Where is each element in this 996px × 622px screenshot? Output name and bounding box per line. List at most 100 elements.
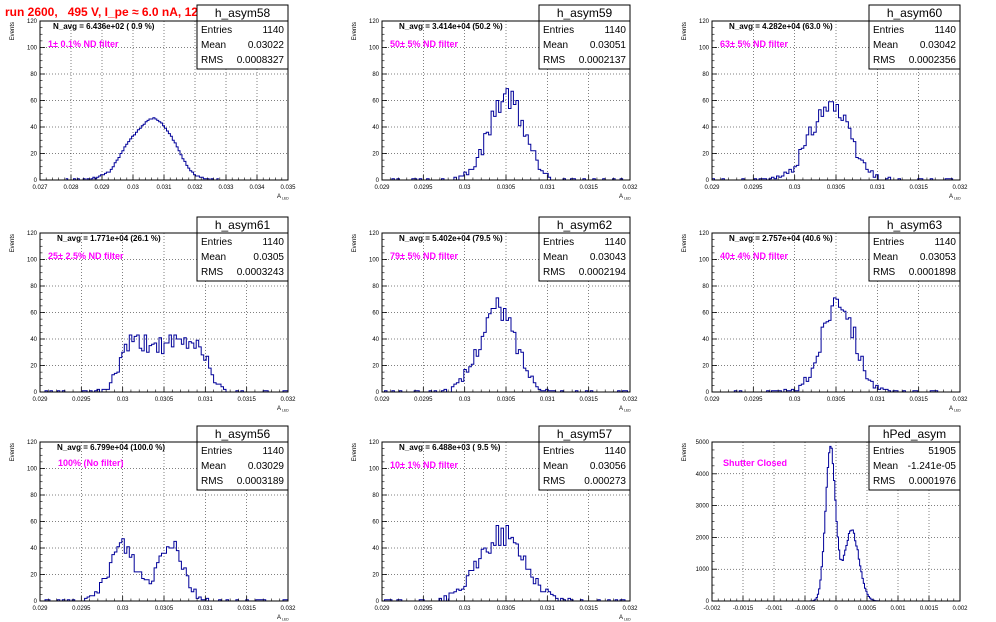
x-tick-label: 0.0315 (237, 397, 256, 403)
stats-label-mean: Mean (873, 40, 898, 51)
y-tick-label: 40 (30, 125, 37, 131)
stats-label-mean: Mean (543, 252, 568, 263)
y-tick-label: 60 (30, 99, 37, 105)
y-tick-label: 80 (30, 493, 37, 499)
stats-value-mean: 0.03043 (590, 252, 627, 263)
x-tick-label: 0.035 (280, 185, 296, 191)
x-tick-label: 0.031 (198, 606, 214, 612)
y-tick-label: 100 (27, 46, 38, 52)
x-axis-label-sub: LED (282, 409, 289, 413)
histogram-name: h_asym61 (215, 218, 271, 232)
stats-box (868, 4, 961, 70)
stats-label-mean: Mean (873, 461, 898, 472)
y-tick-label: 80 (372, 493, 379, 499)
x-tick-label: 0.029 (32, 606, 48, 612)
y-tick-label: 60 (30, 311, 37, 317)
y-tick-label: 80 (30, 284, 37, 290)
filter-annotation: 1± 0.1% ND filter (48, 39, 119, 49)
x-tick-label: 0.0315 (909, 185, 928, 191)
y-axis-label: Events (10, 443, 16, 461)
y-tick-label: 0 (706, 599, 710, 605)
x-tick-label: 0.031 (156, 185, 172, 191)
y-tick-label: 5000 (696, 440, 710, 446)
x-tick-label: 0.002 (952, 606, 968, 612)
y-tick-label: 100 (369, 258, 380, 264)
y-tick-label: 20 (372, 152, 379, 158)
y-tick-label: 3000 (696, 504, 710, 510)
stats-label-rms: RMS (873, 267, 896, 278)
y-tick-label: 120 (699, 231, 710, 237)
x-tick-label: 0.032 (280, 606, 296, 612)
x-tick-label: 0.029 (94, 185, 110, 191)
y-tick-label: 0 (376, 390, 380, 396)
x-tick-label: 0.03 (789, 397, 801, 403)
stats-value-entries: 51905 (928, 446, 956, 457)
stats-value-rms: 0.0008327 (237, 55, 285, 66)
x-tick-label: 0.028 (63, 185, 79, 191)
stats-value-mean: 0.03056 (590, 461, 627, 472)
stats-value-mean: 0.0305 (253, 252, 284, 263)
y-tick-label: 100 (369, 467, 380, 473)
x-tick-label: 0.03 (459, 185, 471, 191)
stats-label-mean: Mean (201, 461, 226, 472)
x-tick-label: 0.03 (459, 606, 471, 612)
y-tick-label: 60 (702, 311, 709, 317)
x-axis-label: A (619, 615, 623, 621)
stats-value-mean: 0.03053 (920, 252, 957, 263)
y-tick-label: 0 (34, 178, 38, 184)
histogram-panel-h_asym63: 0.029 0.0295 0.03 0.0305 0.031 0.0315 0.032 0 20… (682, 216, 968, 413)
x-tick-label: 0.034 (249, 185, 265, 191)
stats-value-entries: 1140 (604, 237, 626, 248)
x-tick-label: 0.0305 (497, 397, 516, 403)
y-tick-label: 20 (30, 573, 37, 579)
x-tick-label: -0.002 (703, 606, 721, 612)
y-tick-label: 80 (30, 72, 37, 78)
y-tick-label: 40 (702, 125, 709, 131)
x-tick-label: 0.032 (622, 397, 638, 403)
x-axis-label: A (277, 194, 281, 200)
x-tick-label: 0.0315 (579, 606, 598, 612)
y-tick-label: 100 (699, 258, 710, 264)
y-tick-label: 120 (369, 440, 380, 446)
y-tick-label: 60 (702, 99, 709, 105)
stats-label-rms: RMS (873, 476, 896, 487)
x-axis-label: A (619, 194, 623, 200)
x-tick-label: 0.0305 (497, 606, 516, 612)
x-tick-label: 0.027 (32, 185, 48, 191)
x-tick-label: -0.001 (765, 606, 783, 612)
stats-value-entries: 1140 (262, 25, 284, 36)
histogram-panel-h_asym58: 0.027 0.028 0.029 0.03 0.031 0.032 0.033 0.034 0… (10, 4, 296, 201)
stats-label-entries: Entries (543, 446, 574, 457)
stats-label-entries: Entries (201, 446, 232, 457)
filter-annotation: 50± 5% ND filter (390, 39, 458, 49)
x-axis-label-sub: LED (624, 197, 631, 201)
y-tick-label: 20 (372, 364, 379, 370)
x-tick-label: 0.0005 (858, 606, 877, 612)
y-tick-label: 120 (27, 440, 38, 446)
x-tick-label: 0.0305 (497, 185, 516, 191)
y-tick-label: 40 (702, 337, 709, 343)
histogram-panel-h_asym56: 0.029 0.0295 0.03 0.0305 0.031 0.0315 0.032 0 20… (10, 425, 296, 622)
x-tick-label: 0.0305 (827, 397, 846, 403)
y-tick-label: 40 (372, 125, 379, 131)
x-tick-label: -0.0005 (795, 606, 816, 612)
y-axis-label: Events (682, 234, 688, 252)
stats-box (868, 425, 961, 491)
y-axis-label: Events (10, 234, 16, 252)
y-tick-label: 100 (27, 467, 38, 473)
x-tick-label: 0.0305 (155, 397, 174, 403)
x-tick-label: 0.032 (952, 397, 968, 403)
stats-box (538, 4, 631, 70)
x-tick-label: 0.032 (187, 185, 203, 191)
filter-annotation: Shutter Closed (723, 458, 787, 468)
x-tick-label: 0.032 (952, 185, 968, 191)
stats-value-rms: 0.0002356 (909, 55, 957, 66)
stats-value-mean: -1.241e-05 (908, 461, 957, 472)
stats-box (868, 216, 961, 282)
stats-value-mean: 0.03029 (248, 461, 285, 472)
navg-annotation: N_avg = 6.488e+03 ( 9.5 %) (399, 443, 501, 452)
x-tick-label: 0.0295 (744, 397, 763, 403)
stats-label-mean: Mean (873, 252, 898, 263)
y-tick-label: 80 (372, 72, 379, 78)
